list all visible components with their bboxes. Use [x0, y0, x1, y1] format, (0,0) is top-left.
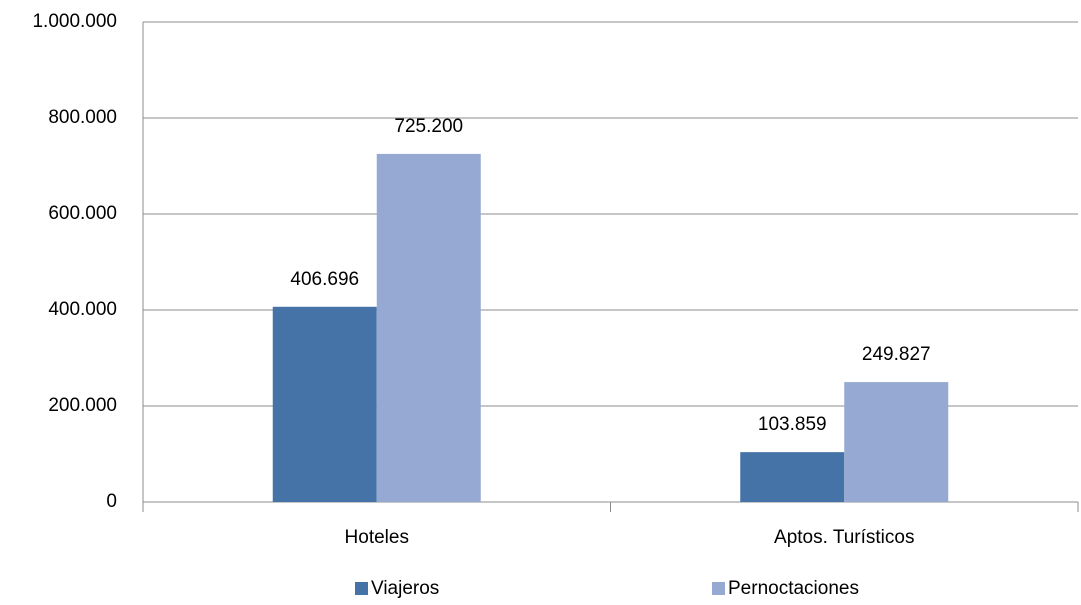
legend-label: Viajeros: [371, 578, 439, 599]
x-tick-label: Aptos. Turísticos: [774, 527, 914, 548]
data-label: 406.696: [290, 269, 359, 290]
y-tick-label: 800.000: [48, 107, 117, 128]
y-tick-label: 400.000: [48, 299, 117, 320]
legend-swatch: [355, 582, 368, 595]
y-tick-label: 0: [106, 491, 117, 512]
data-label: 103.859: [758, 414, 827, 435]
y-tick-label: 1.000.000: [32, 11, 117, 32]
legend-swatch: [712, 582, 725, 595]
x-tick-label: Hoteles: [345, 527, 409, 548]
bar: [272, 306, 377, 502]
y-tick-label: 200.000: [48, 395, 117, 416]
data-label: 249.827: [862, 344, 931, 365]
legend-label: Pernoctaciones: [728, 578, 859, 599]
bar: [376, 153, 481, 503]
y-tick-label: 600.000: [48, 203, 117, 224]
bar: [844, 382, 949, 502]
data-label: 725.200: [394, 116, 463, 137]
bar: [740, 452, 845, 502]
